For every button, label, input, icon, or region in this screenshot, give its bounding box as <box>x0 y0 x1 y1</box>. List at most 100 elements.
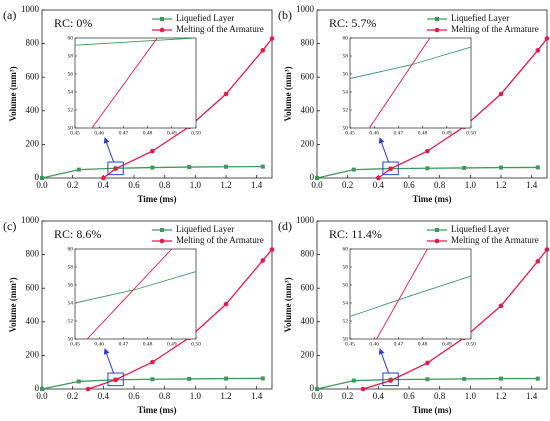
point-marker <box>535 48 541 53</box>
legend-label: Liquefied Layer <box>451 13 509 23</box>
inset-y-tick-label: 50 <box>68 336 74 342</box>
x-tick-label: 1.4 <box>526 391 538 401</box>
zoom-arrow <box>103 137 115 163</box>
inset-x-tick-label: 0.45 <box>70 341 80 347</box>
series-line <box>376 249 428 339</box>
inset-y-tick-label: 60 <box>343 35 349 41</box>
inset-x-tick-label: 0.48 <box>418 341 428 347</box>
x-tick-label: 1.4 <box>526 180 538 190</box>
y-tick-label: 0 <box>35 383 40 393</box>
series-line <box>350 46 471 79</box>
series-line <box>91 38 158 128</box>
inset-x-tick-label: 0.49 <box>167 341 177 347</box>
y-tick-label: 200 <box>26 349 40 359</box>
inset-x-tick-label: 0.46 <box>94 130 104 136</box>
y-tick-label: 800 <box>301 38 315 48</box>
x-tick-label: 0.8 <box>159 391 171 401</box>
inset-background <box>349 248 472 340</box>
panel-label: (b) <box>278 8 292 22</box>
legend-label: Liquefied Layer <box>451 224 509 234</box>
x-tick-label: 1.2 <box>220 180 231 190</box>
y-tick-label: 400 <box>26 316 40 326</box>
y-axis-label: Volume (mm³) <box>283 277 293 332</box>
point-marker <box>462 376 467 381</box>
point-marker <box>76 167 81 172</box>
x-tick-label: 0.0 <box>36 391 48 401</box>
point-marker <box>351 378 356 383</box>
inset-x-tick-label: 0.45 <box>345 130 355 136</box>
inset-y-tick-label: 54 <box>343 89 349 95</box>
point-marker <box>388 166 393 172</box>
x-tick-label: 0.2 <box>342 180 353 190</box>
point-marker <box>187 165 192 170</box>
x-tick-label: 1.4 <box>251 391 263 401</box>
inset-x-tick-label: 0.47 <box>119 130 129 136</box>
x-tick-label: 0.8 <box>434 180 446 190</box>
inset-y-tick-label: 50 <box>343 336 349 342</box>
legend-marker <box>160 228 164 232</box>
point-marker <box>360 386 366 392</box>
x-tick-label: 0.4 <box>98 180 110 190</box>
inset-x-tick-label: 0.48 <box>143 130 153 136</box>
inset-y-tick-label: 52 <box>343 318 349 324</box>
x-tick-label: 0.2 <box>67 180 78 190</box>
point-marker <box>544 247 550 252</box>
panel: 0.0 0.2 0.4 0.6 0.8 1.0 1.2 1.4 0 200 400 600 800 100… <box>278 4 550 204</box>
x-tick-label: 1.0 <box>465 180 477 190</box>
zoom-arrow <box>378 137 390 163</box>
point-marker <box>535 165 540 170</box>
inset-x-tick-label: 0.46 <box>94 341 104 347</box>
plot-frame <box>41 220 273 390</box>
y-tick-label: 200 <box>301 138 315 148</box>
y-tick-label: 400 <box>301 105 315 115</box>
point-marker <box>113 166 118 172</box>
panel: 0.0 0.2 0.4 0.6 0.8 1.0 1.2 1.4 0 200 400 600 800 100… <box>278 215 550 415</box>
inset-background <box>74 248 197 340</box>
point-marker <box>85 386 91 392</box>
x-axis-label: Time (ms) <box>412 194 451 204</box>
inset-x-tick-label: 0.50 <box>466 130 476 136</box>
y-tick-label: 800 <box>301 249 315 259</box>
point-marker <box>315 387 319 391</box>
x-tick-label: 0.4 <box>373 180 385 190</box>
point-marker <box>544 36 550 41</box>
point-marker <box>499 376 503 381</box>
point-marker <box>150 359 155 365</box>
x-tick-label: 0.8 <box>434 391 446 401</box>
inset-x-tick-label: 0.50 <box>191 130 201 136</box>
x-axis-label: Time (ms) <box>412 405 451 415</box>
y-tick-label: 1000 <box>21 215 40 225</box>
inset-x-tick-label: 0.45 <box>70 130 80 136</box>
inset-background <box>74 37 197 129</box>
legend-label: Melting of the Armature <box>451 235 539 245</box>
point-marker <box>498 303 504 309</box>
legend-marker <box>434 27 440 33</box>
plot-frame <box>41 9 273 179</box>
x-tick-label: 0.6 <box>403 180 415 190</box>
legend-marker <box>159 27 165 33</box>
panel-label: (d) <box>278 219 292 233</box>
inset-y-tick-label: 52 <box>68 318 74 324</box>
inset-x-tick-label: 0.50 <box>191 341 201 347</box>
x-tick-label: 0.6 <box>128 391 140 401</box>
inset-y-tick-label: 54 <box>68 300 74 306</box>
x-tick-label: 0.4 <box>98 391 110 401</box>
x-tick-label: 0.8 <box>159 180 171 190</box>
point-marker <box>150 165 155 170</box>
x-tick-label: 0.0 <box>311 391 323 401</box>
inset-y-tick-label: 52 <box>343 107 349 113</box>
zoom-arrow <box>103 348 115 374</box>
y-tick-label: 600 <box>301 282 315 292</box>
inset-y-tick-label: 56 <box>343 71 349 77</box>
zoom-box <box>107 372 124 387</box>
x-tick-label: 0.2 <box>342 391 353 401</box>
y-tick-label: 600 <box>26 282 40 292</box>
panel-label: (a) <box>3 8 16 22</box>
point-marker <box>315 176 319 180</box>
point-marker <box>40 387 44 391</box>
y-axis-label: Volume (mm³) <box>8 66 18 121</box>
x-tick-label: 0.4 <box>373 391 385 401</box>
x-axis-label: Time (ms) <box>137 405 176 415</box>
legend-label: Melting of the Armature <box>451 24 539 34</box>
x-tick-label: 1.0 <box>190 391 202 401</box>
